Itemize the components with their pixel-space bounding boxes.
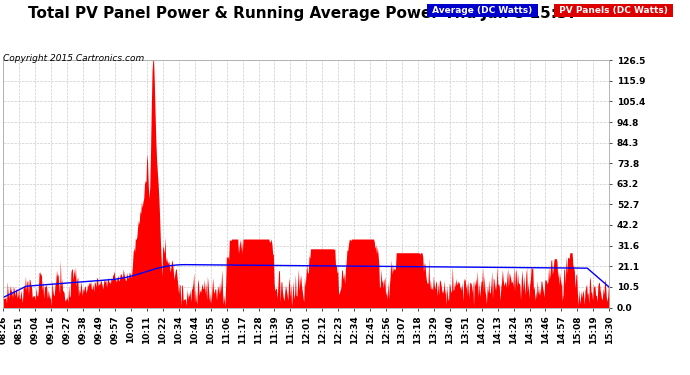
Text: Total PV Panel Power & Running Average Power Thu Jan 8 15:37: Total PV Panel Power & Running Average P… — [28, 6, 579, 21]
Text: PV Panels (DC Watts): PV Panels (DC Watts) — [556, 6, 671, 15]
Text: Average (DC Watts): Average (DC Watts) — [429, 6, 535, 15]
Text: Copyright 2015 Cartronics.com: Copyright 2015 Cartronics.com — [3, 54, 145, 63]
